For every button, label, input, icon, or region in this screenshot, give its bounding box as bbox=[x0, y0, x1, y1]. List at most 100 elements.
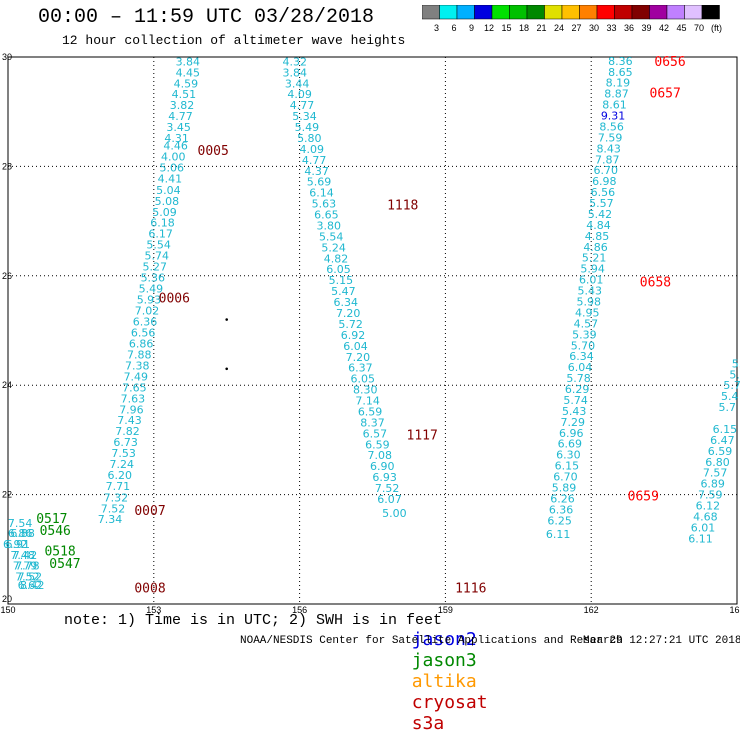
wave-height-label: 7.20 bbox=[336, 307, 361, 320]
mission-cryosat: cryosat bbox=[411, 692, 488, 713]
wave-height-label: 6.01 bbox=[579, 274, 604, 287]
wave-height-label: 7.14 bbox=[355, 395, 380, 408]
wave-height-label: 6.34 bbox=[334, 296, 359, 309]
wave-height-label: 5.74 bbox=[144, 250, 169, 263]
wave-height-label: 6.56 bbox=[591, 186, 616, 199]
pass-time-label: 1117 bbox=[407, 428, 438, 443]
wave-height-label: 6.47 bbox=[710, 434, 735, 447]
lon-tick-label: 153 bbox=[146, 605, 161, 615]
colorbar-tick-label: 27 bbox=[571, 23, 581, 33]
mission-jason2: jason2 bbox=[411, 629, 477, 650]
wave-height-label: 4.82 bbox=[324, 252, 349, 265]
wave-height-label: 7.42 bbox=[13, 549, 38, 562]
colorbar-tick-label: 39 bbox=[641, 23, 651, 33]
colorbar-tick-label: 9 bbox=[469, 23, 474, 33]
wave-height-label: 7.52 bbox=[15, 571, 40, 584]
wave-height-label: 6.18 bbox=[150, 217, 175, 230]
mission-s3a: s3a bbox=[411, 713, 445, 734]
wave-height-label: 5.00 bbox=[382, 507, 407, 520]
wave-height-label: 7.78 bbox=[15, 560, 40, 573]
wave-height-label: 5.43 bbox=[577, 285, 602, 298]
wave-height-label: 6.88 bbox=[10, 527, 35, 540]
wave-height-label: 6.36 bbox=[549, 503, 574, 516]
wave-height-label: 4.00 bbox=[161, 151, 186, 164]
pass-time-label: 0517 bbox=[36, 512, 67, 527]
wave-height-label: 7.02 bbox=[135, 304, 160, 317]
lat-tick-label: 24 bbox=[2, 380, 12, 390]
wave-height-label: 6.98 bbox=[592, 175, 617, 188]
wave-height-map[interactable]: 1501531561591621653028262422203.844.454.… bbox=[0, 0, 740, 650]
map-frame bbox=[7, 56, 738, 605]
wave-height-label: 5.15 bbox=[329, 274, 354, 287]
wave-height-label: 7.87 bbox=[595, 153, 620, 166]
colorbar-tick-label: 3 bbox=[434, 23, 439, 33]
lat-tick-label: 22 bbox=[2, 490, 12, 500]
wave-height-label: 4.09 bbox=[287, 88, 312, 101]
lon-tick-label: 165 bbox=[729, 605, 740, 615]
wave-height-label: 4.41 bbox=[158, 172, 183, 185]
colorbar-tick-label: 70 bbox=[694, 23, 704, 33]
wave-height-label: 4.68 bbox=[693, 510, 718, 523]
marker-dot bbox=[225, 367, 228, 371]
lon-tick-label: 162 bbox=[584, 605, 599, 615]
wave-height-label: 5.49 bbox=[139, 282, 164, 295]
wave-height-label: 3.82 bbox=[170, 99, 195, 112]
wave-height-label: 7.88 bbox=[127, 349, 152, 362]
wave-height-label: 6.25 bbox=[547, 514, 572, 527]
wave-height-label: 7.79 bbox=[13, 560, 38, 573]
wave-height-label: 5.39 bbox=[572, 328, 597, 341]
wave-height-label: 5.09 bbox=[152, 206, 177, 219]
wave-height-label: 5.24 bbox=[321, 241, 346, 254]
wave-height-label: 6.86 bbox=[129, 338, 154, 351]
wave-height-label: 6.20 bbox=[108, 469, 133, 482]
wave-height-label: 7.34 bbox=[98, 513, 123, 526]
lat-tick-label: 20 bbox=[2, 594, 12, 604]
wave-height-label: 7.29 bbox=[560, 416, 585, 429]
wave-height-label: 5.27 bbox=[143, 261, 168, 274]
pass-time-label: 0008 bbox=[134, 582, 165, 597]
wave-height-label: 4.57 bbox=[574, 317, 599, 330]
wave-height-label: 6.80 bbox=[705, 456, 730, 469]
wave-height-label: 6.92 bbox=[341, 329, 366, 342]
wave-height-label: 6.15 bbox=[555, 460, 580, 473]
marker-dot bbox=[225, 318, 228, 321]
wave-height-label: 9.31 bbox=[601, 110, 626, 123]
lat-tick-label: 26 bbox=[2, 271, 12, 281]
colorbar-tick-label: 30 bbox=[589, 23, 599, 33]
wave-height-label: 5.08 bbox=[155, 195, 180, 208]
wave-height-label: 6.56 bbox=[131, 327, 156, 340]
wave-height-label: 4.77 bbox=[302, 154, 327, 167]
wave-height-label: 7.63 bbox=[121, 392, 146, 405]
colorbar-tick-label: 45 bbox=[676, 23, 686, 33]
wave-height-label: 6.04 bbox=[568, 361, 593, 374]
wave-height-label: 8.19 bbox=[606, 77, 631, 90]
wave-height-label: 6.17 bbox=[148, 228, 173, 241]
pass-time-label: 0657 bbox=[650, 87, 681, 102]
wave-height-label: 7.32 bbox=[104, 491, 129, 504]
wave-height-label: 7.57 bbox=[703, 467, 728, 480]
wave-height-label: 5.04 bbox=[156, 184, 181, 197]
wave-height-label: 6.93 bbox=[372, 471, 397, 484]
page-subtitle: 12 hour collection of altimeter wave hei… bbox=[62, 33, 406, 48]
wave-height-label: 5.93 bbox=[137, 293, 162, 306]
pass-time-label: 1116 bbox=[455, 582, 486, 597]
pass-time-label: 0005 bbox=[198, 144, 229, 159]
wave-height-label: 8.36 bbox=[608, 55, 633, 68]
pass-time-label: 0518 bbox=[44, 544, 75, 559]
wave-height-label: 7.38 bbox=[125, 360, 150, 373]
wave-height-label: 8.56 bbox=[599, 120, 624, 133]
wave-height-label: 6.90 bbox=[370, 460, 395, 473]
wave-height-label: 5.43 bbox=[562, 405, 587, 418]
wave-height-label: 4.59 bbox=[174, 77, 199, 90]
colorbar-tick-label: 33 bbox=[606, 23, 616, 33]
wave-height-label: 4.45 bbox=[176, 66, 201, 79]
wave-height-label: 4.86 bbox=[583, 241, 608, 254]
wave-height-label: 6.70 bbox=[553, 471, 578, 484]
wave-height-label: 8.30 bbox=[353, 384, 378, 397]
wave-height-label: 7.53 bbox=[111, 447, 136, 460]
pass-time-label: 1118 bbox=[387, 199, 418, 214]
wave-height-label: 5.06 bbox=[160, 161, 185, 174]
pass-time-label: 0658 bbox=[640, 275, 671, 290]
wave-height-label: 6.62 bbox=[18, 579, 43, 592]
wave-height-label: 3.84 bbox=[176, 55, 201, 68]
